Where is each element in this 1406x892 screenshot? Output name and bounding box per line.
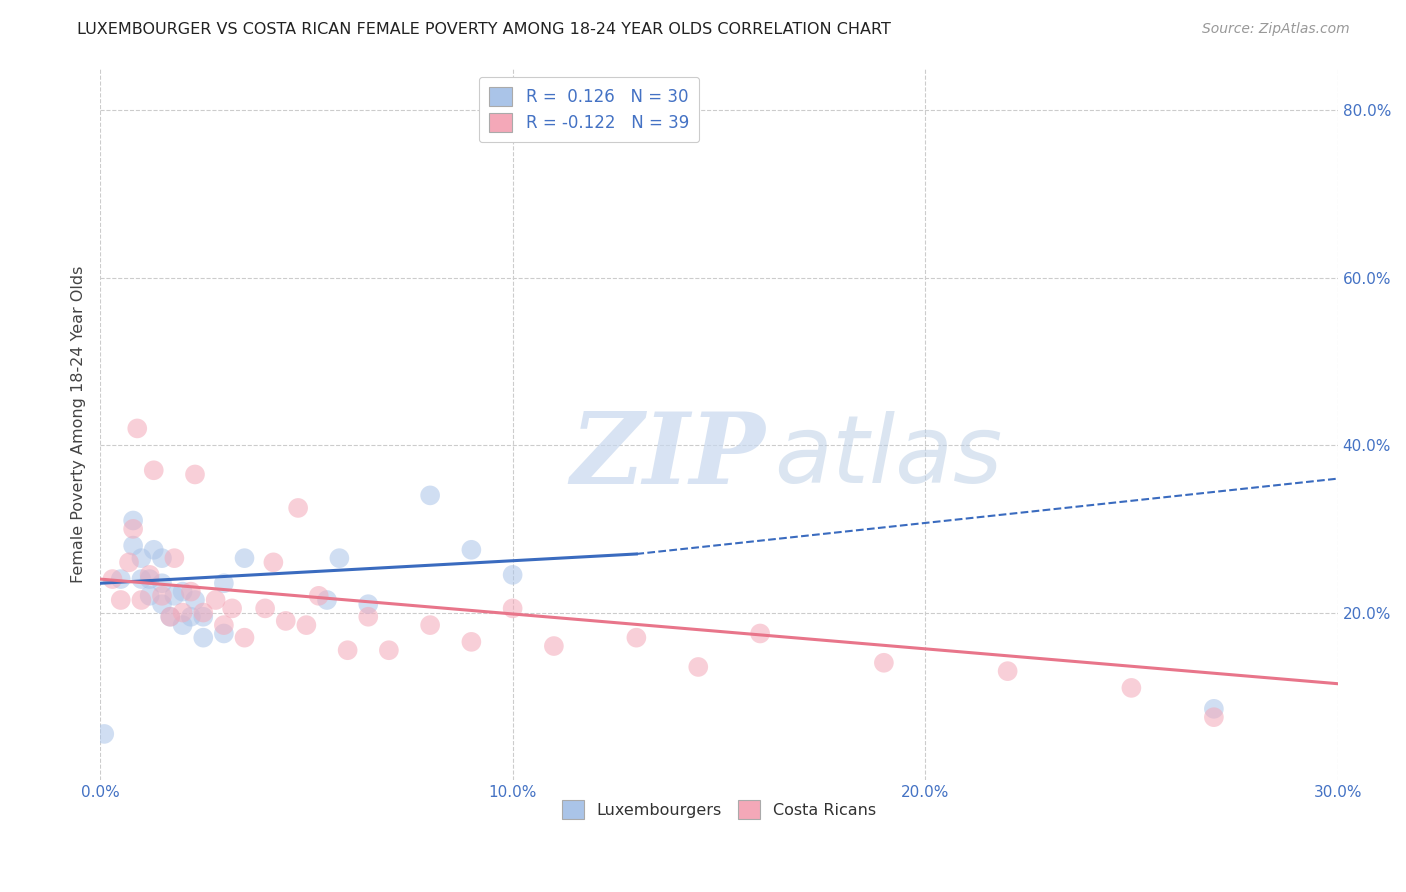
Point bbox=[93, 727, 115, 741]
Point bbox=[131, 572, 153, 586]
Point bbox=[159, 609, 181, 624]
Point bbox=[212, 576, 235, 591]
Legend: Luxembourgers, Costa Ricans: Luxembourgers, Costa Ricans bbox=[555, 794, 883, 825]
Point bbox=[688, 660, 710, 674]
Point bbox=[110, 593, 132, 607]
Point bbox=[262, 555, 284, 569]
Point bbox=[873, 656, 896, 670]
Point bbox=[233, 551, 256, 566]
Point bbox=[997, 664, 1019, 678]
Point bbox=[502, 601, 524, 615]
Point bbox=[150, 576, 173, 591]
Point bbox=[502, 567, 524, 582]
Point bbox=[138, 572, 160, 586]
Text: LUXEMBOURGER VS COSTA RICAN FEMALE POVERTY AMONG 18-24 YEAR OLDS CORRELATION CHA: LUXEMBOURGER VS COSTA RICAN FEMALE POVER… bbox=[77, 22, 891, 37]
Point bbox=[336, 643, 359, 657]
Point bbox=[138, 589, 160, 603]
Point bbox=[357, 609, 380, 624]
Point bbox=[308, 589, 330, 603]
Point bbox=[163, 551, 186, 566]
Point bbox=[101, 572, 124, 586]
Point bbox=[295, 618, 318, 632]
Point bbox=[131, 593, 153, 607]
Point bbox=[193, 609, 215, 624]
Point bbox=[110, 572, 132, 586]
Point bbox=[204, 593, 226, 607]
Point bbox=[163, 589, 186, 603]
Point bbox=[419, 488, 441, 502]
Point bbox=[172, 618, 194, 632]
Point bbox=[460, 542, 482, 557]
Text: Source: ZipAtlas.com: Source: ZipAtlas.com bbox=[1202, 22, 1350, 37]
Point bbox=[172, 584, 194, 599]
Point bbox=[150, 551, 173, 566]
Point bbox=[626, 631, 648, 645]
Point bbox=[316, 593, 339, 607]
Point bbox=[254, 601, 277, 615]
Point bbox=[419, 618, 441, 632]
Point bbox=[233, 631, 256, 645]
Point bbox=[287, 500, 309, 515]
Y-axis label: Female Poverty Among 18-24 Year Olds: Female Poverty Among 18-24 Year Olds bbox=[72, 266, 86, 583]
Point bbox=[122, 522, 145, 536]
Point bbox=[131, 551, 153, 566]
Point bbox=[212, 618, 235, 632]
Point bbox=[180, 609, 202, 624]
Point bbox=[274, 614, 297, 628]
Point bbox=[184, 593, 207, 607]
Point bbox=[1202, 710, 1225, 724]
Point bbox=[142, 542, 165, 557]
Point bbox=[172, 606, 194, 620]
Point bbox=[142, 463, 165, 477]
Point bbox=[138, 567, 160, 582]
Point bbox=[159, 609, 181, 624]
Point bbox=[221, 601, 243, 615]
Point bbox=[1202, 702, 1225, 716]
Point bbox=[150, 597, 173, 611]
Point bbox=[1121, 681, 1143, 695]
Point bbox=[357, 597, 380, 611]
Point bbox=[378, 643, 401, 657]
Point bbox=[127, 421, 149, 435]
Point bbox=[184, 467, 207, 482]
Point bbox=[193, 606, 215, 620]
Point bbox=[749, 626, 772, 640]
Point bbox=[150, 589, 173, 603]
Point bbox=[543, 639, 565, 653]
Text: ZIP: ZIP bbox=[571, 408, 765, 505]
Text: atlas: atlas bbox=[775, 410, 1002, 502]
Point bbox=[193, 631, 215, 645]
Point bbox=[180, 584, 202, 599]
Point bbox=[460, 635, 482, 649]
Point bbox=[122, 539, 145, 553]
Point bbox=[118, 555, 141, 569]
Point bbox=[328, 551, 350, 566]
Point bbox=[122, 514, 145, 528]
Point bbox=[212, 626, 235, 640]
